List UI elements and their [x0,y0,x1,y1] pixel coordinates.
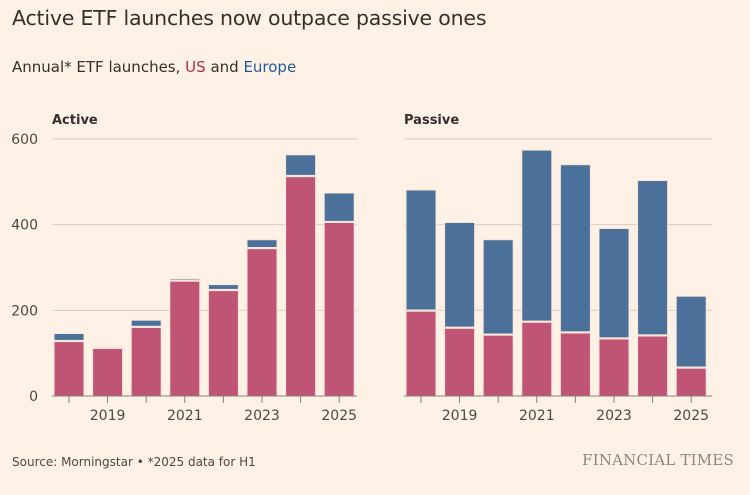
y-tick-label: 600 [11,132,38,148]
bar-passive-europe-2020 [482,239,514,335]
bar-active-us-2022 [207,290,239,397]
legend-europe: Europe [243,58,297,76]
subtitle-prefix: Annual* ETF launches, [12,58,186,76]
bar-passive-europe-2025 [675,295,707,368]
bar-passive-us-2020 [482,334,514,397]
bar-active-us-2021 [169,280,201,397]
x-tick-label: 2021 [167,408,203,424]
bar-active-europe-2020 [130,319,162,327]
x-tick-label: 2025 [673,408,709,424]
x-tick-label: 2021 [519,408,555,424]
bar-active-europe-2019 [92,346,124,349]
chart-title: Active ETF launches now outpace passive … [12,6,487,30]
x-tick-label: 2019 [442,408,478,424]
bar-active-us-2025 [323,222,355,397]
x-tick-label: 2019 [90,408,126,424]
bar-active-europe-2024 [285,154,317,176]
bar-active-europe-2018 [53,333,85,341]
bar-passive-europe-2024 [637,180,669,336]
bar-active-europe-2023 [246,239,278,248]
chart-subtitle: Annual* ETF launches, US and Europe [12,58,296,76]
subtitle-and: and [205,58,244,76]
y-tick-label: 200 [11,303,38,319]
bar-passive-us-2023 [598,338,630,397]
bar-active-us-2024 [285,176,317,397]
y-tick-label: 0 [29,389,38,405]
bar-active-europe-2022 [207,284,239,290]
ft-logo: FINANCIAL TIMES [582,451,734,469]
y-tick-label: 400 [11,218,38,234]
bar-active-europe-2021 [169,278,201,281]
bar-active-us-2020 [130,327,162,397]
x-tick-label: 2023 [244,408,280,424]
bar-passive-europe-2019 [444,222,476,328]
x-tick-label: 2025 [321,408,357,424]
bar-passive-europe-2022 [559,164,591,333]
legend-us: US [185,58,206,76]
bar-passive-us-2019 [444,327,476,397]
bar-passive-us-2018 [405,310,437,397]
panel-title-active: Active [52,113,98,128]
bar-passive-europe-2018 [405,189,437,311]
bar-active-europe-2025 [323,192,355,222]
bar-passive-us-2025 [675,367,707,397]
bar-passive-us-2024 [637,335,669,397]
bar-passive-europe-2023 [598,228,630,339]
bar-passive-europe-2021 [521,149,553,322]
bar-active-us-2023 [246,248,278,397]
x-tick-label: 2023 [596,408,632,424]
bar-passive-us-2022 [559,332,591,397]
source-note: Source: Morningstar • *2025 data for H1 [12,455,256,469]
bar-passive-us-2021 [521,321,553,397]
bar-active-us-2019 [92,348,124,397]
bar-active-us-2018 [53,341,85,397]
panel-title-passive: Passive [404,113,459,128]
